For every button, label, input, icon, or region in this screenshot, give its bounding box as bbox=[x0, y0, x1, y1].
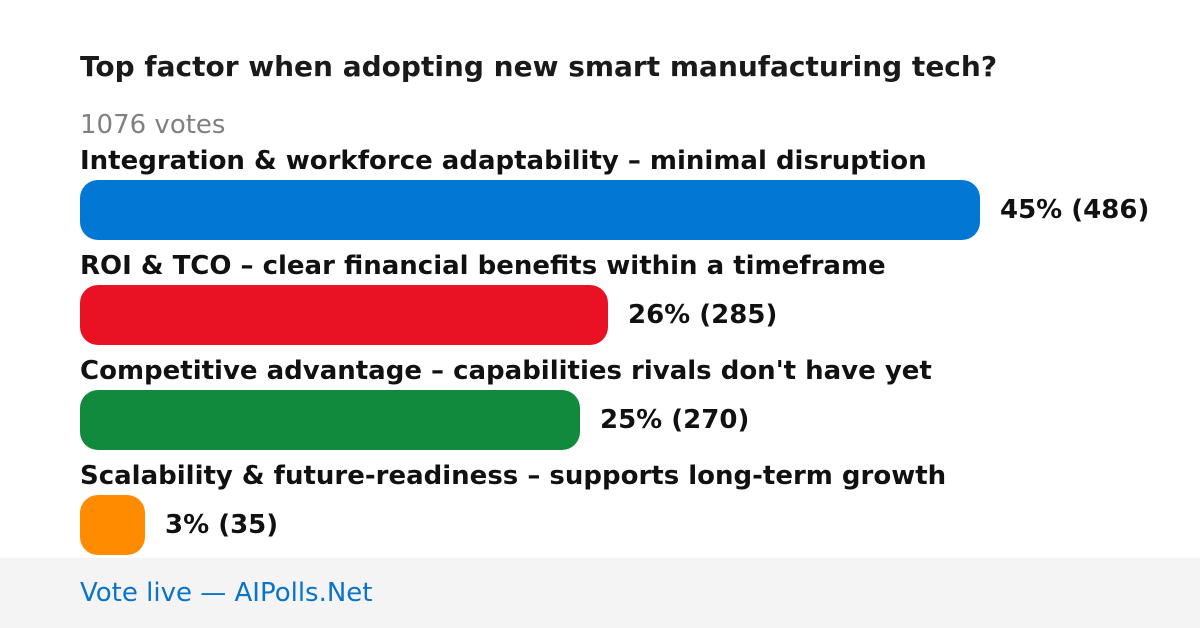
vote-count: 1076 votes bbox=[80, 110, 226, 140]
poll-option[interactable]: ROI & TCO – clear financial benefits wit… bbox=[80, 249, 1180, 354]
option-value-label: 25% (270) bbox=[600, 405, 750, 435]
option-bar bbox=[80, 180, 980, 240]
option-value-label: 3% (35) bbox=[165, 510, 279, 540]
poll-title: Top factor when adopting new smart manuf… bbox=[80, 50, 998, 83]
option-label: ROI & TCO – clear financial benefits wit… bbox=[80, 251, 886, 281]
option-label: Scalability & future-readiness – support… bbox=[80, 461, 947, 491]
poll-option[interactable]: Scalability & future-readiness – support… bbox=[80, 459, 1180, 564]
poll-option[interactable]: Integration & workforce adaptability – m… bbox=[80, 144, 1180, 249]
option-value-label: 45% (486) bbox=[1000, 195, 1150, 225]
vote-live-link[interactable]: Vote live — AIPolls.Net bbox=[80, 578, 373, 608]
option-label: Integration & workforce adaptability – m… bbox=[80, 146, 927, 176]
option-label: Competitive advantage – capabilities riv… bbox=[80, 356, 932, 386]
footer: Vote live — AIPolls.Net bbox=[0, 558, 1200, 628]
option-bar bbox=[80, 495, 145, 555]
option-bar bbox=[80, 390, 580, 450]
option-value-label: 26% (285) bbox=[628, 300, 778, 330]
poll-option[interactable]: Competitive advantage – capabilities riv… bbox=[80, 354, 1180, 459]
option-bar bbox=[80, 285, 608, 345]
